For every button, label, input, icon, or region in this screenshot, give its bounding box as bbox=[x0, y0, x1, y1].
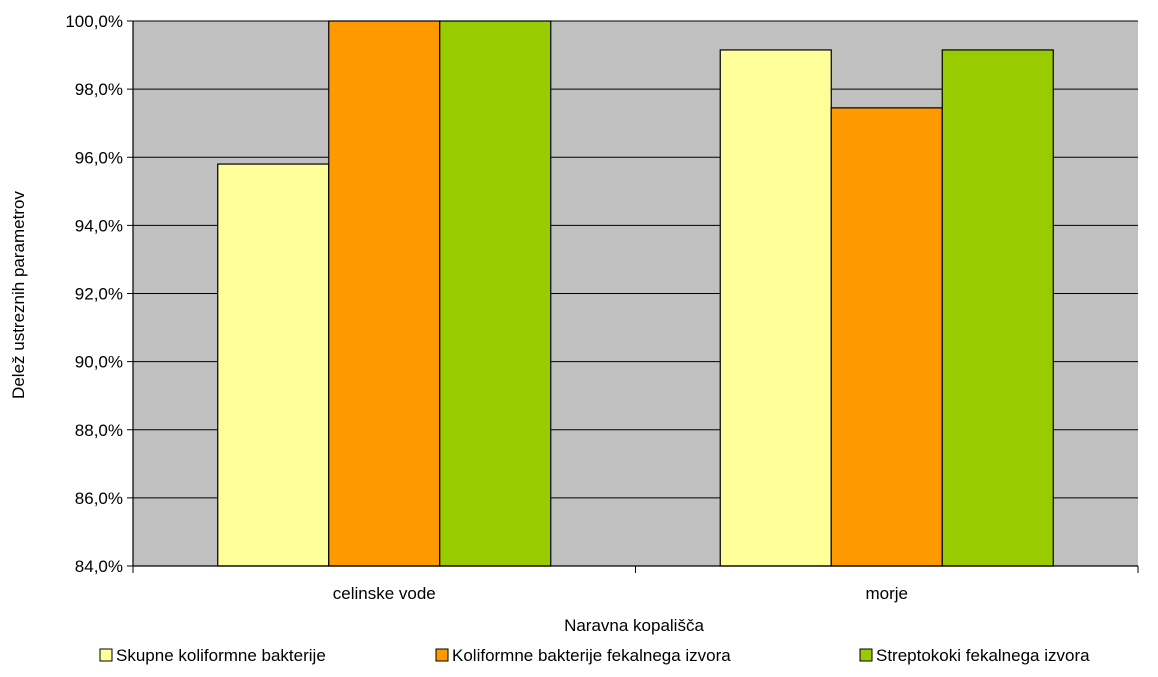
legend-swatch bbox=[435, 648, 449, 662]
y-tick-label: 98,0% bbox=[75, 80, 123, 99]
legend-swatch bbox=[859, 648, 873, 662]
x-tick-label: celinske vode bbox=[333, 584, 436, 603]
y-tick-label: 100,0% bbox=[65, 12, 123, 31]
axes bbox=[127, 20, 1139, 573]
bar bbox=[941, 49, 1054, 567]
legend-label: Skupne koliformne bakterije bbox=[116, 646, 326, 665]
y-tick-labels: 84,0% 86,0% 88,0% 90,0% 92,0% 94,0% 96,0% 98,0%… bbox=[65, 12, 123, 576]
x-axis-title: Naravna kopališča bbox=[564, 616, 704, 635]
y-tick-label: 90,0% bbox=[75, 353, 123, 372]
bars bbox=[217, 20, 1054, 567]
y-axis-title: Delež ustreznih parametrov bbox=[9, 191, 28, 399]
bar bbox=[439, 20, 552, 567]
bar bbox=[217, 163, 330, 567]
y-tick-label: 84,0% bbox=[75, 557, 123, 576]
y-tick-label: 88,0% bbox=[75, 421, 123, 440]
legend: Skupne koliformne bakterije Koliformne ba… bbox=[99, 646, 1090, 665]
bar bbox=[719, 49, 832, 567]
y-tick-label: 96,0% bbox=[75, 148, 123, 167]
legend-label: Koliformne bakterije fekalnega izvora bbox=[452, 646, 731, 665]
bar bbox=[830, 107, 943, 567]
bar bbox=[328, 20, 441, 567]
y-tick-label: 92,0% bbox=[75, 285, 123, 304]
legend-swatch bbox=[99, 648, 113, 662]
legend-label: Streptokoki fekalnega izvora bbox=[876, 646, 1090, 665]
y-tick-label: 86,0% bbox=[75, 489, 123, 508]
y-tick-label: 94,0% bbox=[75, 216, 123, 235]
x-tick-labels: celinske vode morje bbox=[333, 584, 908, 603]
x-tick-label: morje bbox=[865, 584, 908, 603]
